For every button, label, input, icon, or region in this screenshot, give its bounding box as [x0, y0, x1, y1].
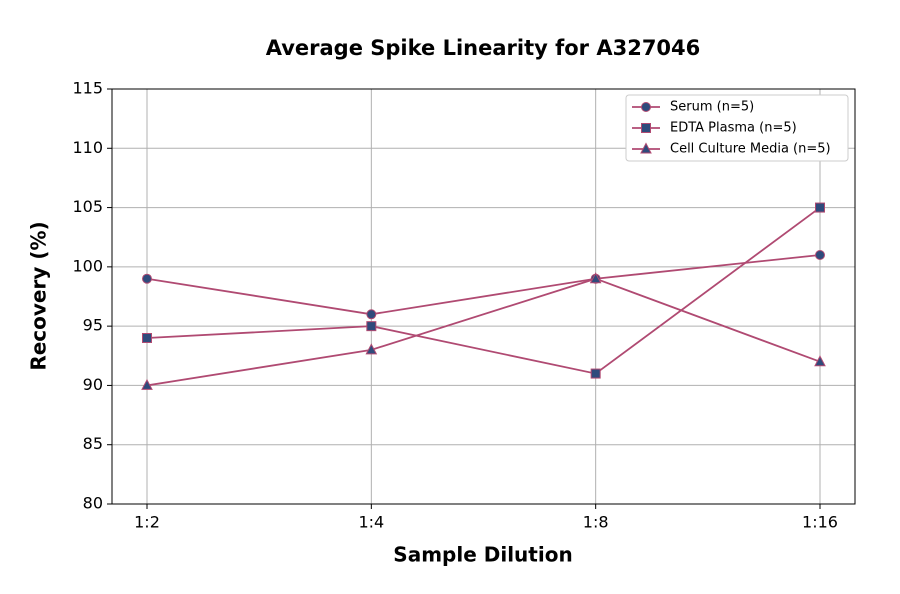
marker: [641, 123, 651, 133]
x-tick-label: 1:2: [134, 513, 160, 532]
plot-frame: [111, 88, 856, 505]
legend-label: Serum (n=5): [670, 100, 754, 115]
series-line: [146, 254, 821, 316]
series-line: [146, 206, 821, 375]
y-tick-label: 110: [72, 138, 103, 157]
y-tick-label: 80: [83, 494, 103, 513]
marker: [141, 378, 153, 390]
legend-label: Cell Culture Media (n=5): [670, 142, 831, 157]
marker: [589, 272, 602, 284]
y-axis-label: Recovery (%): [27, 221, 51, 370]
marker: [641, 102, 651, 112]
marker: [142, 273, 152, 284]
marker: [142, 333, 152, 343]
y-tick-label: 105: [72, 197, 103, 216]
x-tick-label: 1:4: [358, 513, 384, 532]
y-tick-label: 90: [83, 375, 103, 394]
marker: [366, 321, 377, 332]
marker: [590, 368, 601, 379]
legend-label: EDTA Plasma (n=5): [670, 121, 797, 136]
legend-box: [625, 94, 849, 162]
legend: Serum (n=5) EDTA Plasma (n=5) Cell Culture…: [625, 94, 849, 162]
y-tick-label: 115: [72, 79, 103, 98]
marker: [366, 309, 377, 320]
marker: [640, 142, 652, 154]
y-tick-label: 100: [72, 256, 103, 275]
chart-title: Average Spike Linearity for A327046: [266, 36, 701, 60]
x-tick-label: 1:8: [583, 513, 609, 532]
marker: [815, 202, 825, 213]
marker: [815, 250, 825, 260]
y-tick-label: 85: [83, 434, 103, 453]
marker: [365, 343, 378, 355]
x-axis-label: Sample Dilution: [393, 543, 572, 567]
y-tick-label: 95: [83, 316, 103, 335]
series-line: [146, 277, 821, 387]
marker: [814, 355, 826, 367]
x-tick-label: 1:16: [802, 513, 838, 532]
